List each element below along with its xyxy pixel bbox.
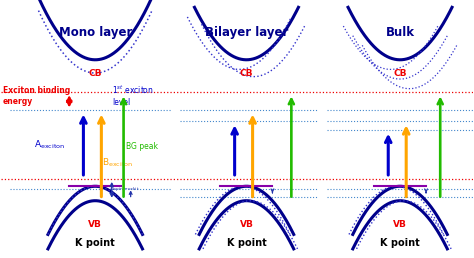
Text: BG peak: BG peak	[126, 142, 158, 151]
Text: Bulk: Bulk	[385, 26, 415, 39]
Text: 1$^{st}$ exciton
level: 1$^{st}$ exciton level	[112, 84, 154, 107]
Text: $\Delta_{\rm spin-orbit}$: $\Delta_{\rm spin-orbit}$	[109, 185, 140, 195]
Text: CB: CB	[393, 69, 407, 78]
Text: A$_{\rm exciton}$: A$_{\rm exciton}$	[34, 139, 64, 151]
Text: VB: VB	[393, 220, 407, 229]
Text: K point: K point	[380, 238, 420, 248]
Text: K point: K point	[75, 238, 115, 248]
Text: Mono layer: Mono layer	[58, 26, 132, 39]
Text: VB: VB	[88, 220, 102, 229]
Text: Exciton binding
energy: Exciton binding energy	[3, 86, 70, 106]
Text: CB: CB	[89, 69, 102, 78]
Text: Bilayer layer: Bilayer layer	[205, 26, 288, 39]
Text: VB: VB	[239, 220, 254, 229]
Text: B$_{\rm exciton}$: B$_{\rm exciton}$	[102, 157, 133, 169]
Text: K point: K point	[227, 238, 266, 248]
Text: CB: CB	[240, 69, 253, 78]
